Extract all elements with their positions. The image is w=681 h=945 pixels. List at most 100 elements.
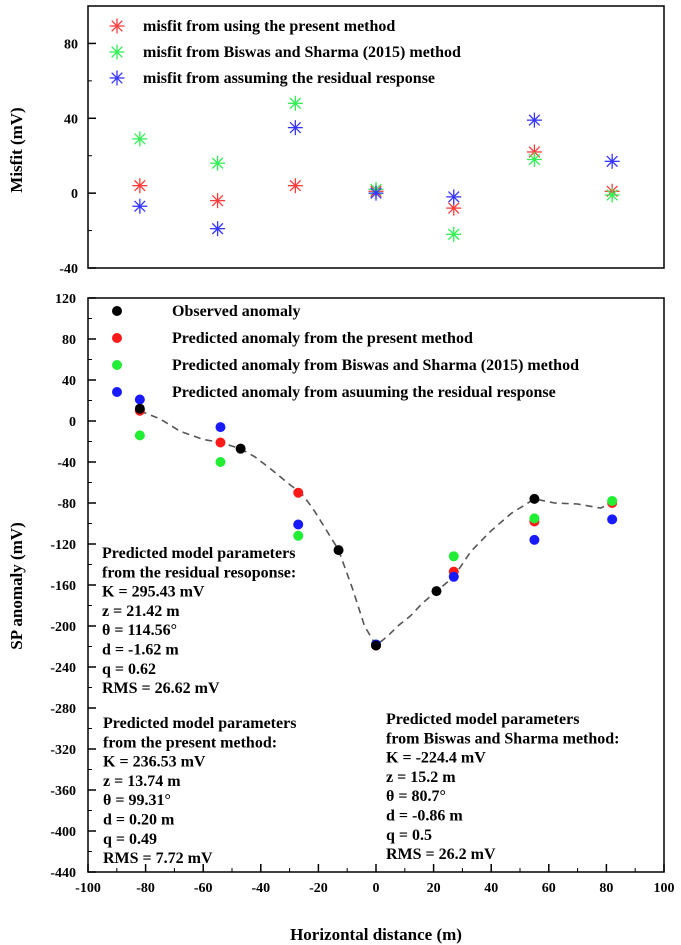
sp-y-tick-label: -160 <box>50 579 76 594</box>
sp-point <box>371 640 381 651</box>
model-parameter-line: q = 0.49 <box>103 831 157 848</box>
sp-x-tick-label: -60 <box>194 881 213 896</box>
misfit-legend-marker <box>109 70 125 86</box>
misfit-point <box>526 151 542 167</box>
model-parameter-line: d = -1.62 m <box>102 642 179 659</box>
model-parameter-line: θ = 80.7° <box>386 788 446 805</box>
model-parameter-annotations: Predicted model parameters from the resid… <box>102 545 620 867</box>
sp-y-label: SP anomaly (mV) <box>7 522 26 650</box>
sp-x-tick-label: -20 <box>309 881 328 896</box>
sp-point <box>134 403 145 414</box>
model-parameter-line: K = -224.4 mV <box>386 750 486 767</box>
sp-anomaly-panel: -440-400-360-320-280-240-200-160-120-80-… <box>7 292 675 944</box>
sp-point <box>215 437 226 448</box>
misfit-points <box>132 95 620 242</box>
sp-point <box>293 487 304 498</box>
sp-point <box>607 495 618 506</box>
sp-x-tick-label: 40 <box>484 881 498 896</box>
sp-point <box>529 534 540 545</box>
misfit-legend-label: misfit from using the present method <box>143 18 395 35</box>
sp-point <box>448 571 459 582</box>
sp-y-tick-label: -40 <box>57 456 76 471</box>
misfit-point <box>132 198 148 214</box>
misfit-point <box>446 189 462 205</box>
sp-points <box>134 394 618 651</box>
model-parameter-line: z = 21.42 m <box>102 603 180 620</box>
misfit-y-tick-label: -40 <box>59 262 78 277</box>
sp-y-tick-label: -360 <box>50 784 76 799</box>
sp-point <box>235 443 246 454</box>
sp-x-tick-label: -80 <box>136 881 155 896</box>
sp-y-tick-label: -200 <box>50 620 76 635</box>
sp-legend-label: Predicted anomaly from the present metho… <box>172 330 473 347</box>
model-parameter-line: Predicted model parameters <box>102 545 295 562</box>
model-parameter-line: z = 13.74 m <box>103 773 181 790</box>
misfit-legend-marker <box>109 18 125 34</box>
misfit-y-tick-label: 80 <box>64 37 78 52</box>
sp-x-tick-label: 80 <box>599 881 613 896</box>
model-parameter-line: RMS = 26.2 mV <box>386 846 496 863</box>
sp-point <box>529 493 540 504</box>
sp-x-tick-label: -40 <box>251 881 270 896</box>
model-parameter-line: from the residual resoponse: <box>102 564 296 581</box>
sp-y-tick-label: -120 <box>50 538 76 553</box>
sp-x-tick-label: 0 <box>373 881 380 896</box>
misfit-panel: -40 0 40 80 Misfit (mV) misfit from using t… <box>7 5 665 277</box>
misfit-plot-frame <box>87 5 665 269</box>
misfit-point <box>210 221 226 237</box>
model-parameter-line: Predicted model parameters <box>386 711 579 728</box>
sp-point <box>293 530 304 541</box>
sp-point <box>448 551 459 562</box>
model-parameter-line: Predicted model parameters <box>103 715 296 732</box>
model-parameter-line: z = 15.2 m <box>386 769 456 786</box>
sp-x-tick-label: 100 <box>654 881 675 896</box>
sp-x-tick-label: 60 <box>542 881 556 896</box>
sp-point <box>215 422 226 433</box>
misfit-point <box>526 112 542 128</box>
model-parameter-line: from Biswas and Sharma method: <box>386 730 620 747</box>
model-parameter-line: d = 0.20 m <box>103 812 175 829</box>
sp-y-tick-label: 0 <box>69 415 76 430</box>
sp-legend-marker <box>112 333 122 343</box>
sp-legend-marker <box>112 306 122 316</box>
sp-legend-label: Predicted anomaly from Biswas and Sharma… <box>172 357 579 374</box>
model-parameter-line: RMS = 26.62 mV <box>102 680 220 697</box>
misfit-y-axis: -40 0 40 80 <box>59 37 96 277</box>
misfit-point <box>210 155 226 171</box>
model-parameter-line: q = 0.5 <box>386 827 432 844</box>
sp-y-tick-label: 120 <box>55 292 76 307</box>
misfit-point <box>287 178 303 194</box>
sp-x-label: Horizontal distance (m) <box>290 925 462 944</box>
misfit-point <box>368 185 384 201</box>
sp-y-tick-label: 80 <box>62 333 76 348</box>
sp-point <box>134 394 145 405</box>
sp-point <box>529 513 540 524</box>
misfit-point <box>210 193 226 209</box>
sp-point <box>333 545 344 556</box>
sp-legend-marker <box>112 360 122 370</box>
misfit-y-tick-label: 0 <box>71 187 78 202</box>
sp-y-tick-label: -320 <box>50 743 76 758</box>
model-parameter-line: K = 236.53 mV <box>103 754 206 771</box>
misfit-y-label: Misfit (mV) <box>7 107 26 192</box>
misfit-point <box>604 153 620 169</box>
sp-y-axis: -440-400-360-320-280-240-200-160-120-80-… <box>50 292 96 881</box>
misfit-legend: misfit from using the present method misf… <box>109 18 461 87</box>
sp-point <box>293 519 304 530</box>
misfit-y-tick-label: 40 <box>64 112 78 127</box>
sp-y-tick-label: -240 <box>50 661 76 676</box>
misfit-point <box>287 120 303 136</box>
misfit-legend-label: misfit from assuming the residual respon… <box>143 70 435 87</box>
model-parameter-line: from the present method: <box>103 734 277 751</box>
model-parameter-line: d = -0.86 m <box>386 808 463 825</box>
misfit-point <box>132 131 148 147</box>
sp-x-tick-label: 20 <box>427 881 441 896</box>
sp-legend: Observed anomaly Predicted anomaly from t… <box>112 303 579 401</box>
misfit-point <box>604 187 620 203</box>
misfit-point <box>446 226 462 242</box>
misfit-legend-marker <box>109 44 125 60</box>
sp-legend-label: Observed anomaly <box>172 303 300 320</box>
sp-point <box>431 586 442 597</box>
sp-y-tick-label: -280 <box>50 702 76 717</box>
model-parameter-line: RMS = 7.72 mV <box>103 850 213 867</box>
